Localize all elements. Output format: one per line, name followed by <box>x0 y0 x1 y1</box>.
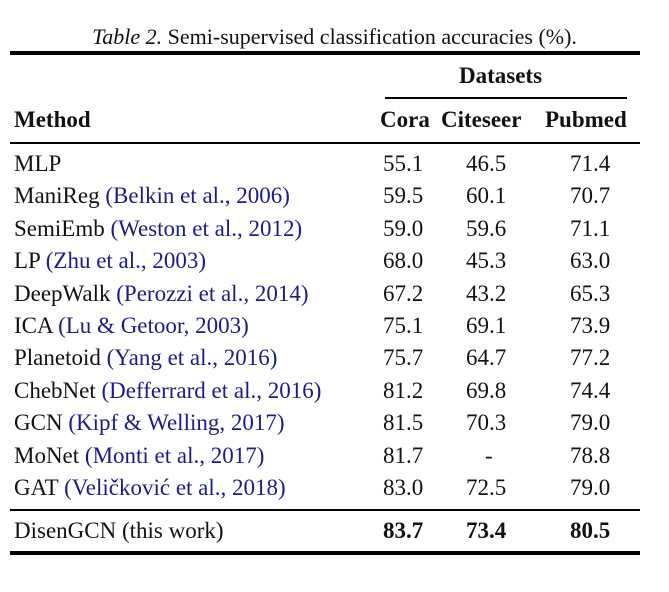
method-label: DeepWalk <box>14 280 117 306</box>
table-row: LP (Zhu et al., 2003) 68.0 45.3 63.0 <box>0 245 669 277</box>
pubmed-column-header: Pubmed <box>545 107 627 132</box>
cora-value: 67.2 <box>383 280 424 306</box>
method-name: ChebNet (Defferrard et al., 2016) <box>14 375 321 407</box>
method-label: ManiReg <box>14 183 106 209</box>
citeseer-value: 73.4 <box>466 518 507 543</box>
cora-value: 81.2 <box>383 377 424 403</box>
citeseer-value: 72.5 <box>466 475 507 500</box>
method-column-header: Method <box>14 107 91 132</box>
citeseer-value: 43.2 <box>466 280 507 306</box>
method-label: Planetoid <box>14 345 107 371</box>
table-row-ours: DisenGCN (this work) 83.7 73.4 80.5 <box>0 515 669 547</box>
method-label: GAT <box>14 475 65 500</box>
cora-value: 83.7 <box>383 518 424 543</box>
top-rule <box>10 51 640 55</box>
method-name: Planetoid (Yang et al., 2016) <box>14 342 277 374</box>
method-label: GCN <box>14 410 69 436</box>
pubmed-value: 78.8 <box>570 442 611 468</box>
method-name: MoNet (Monti et al., 2017) <box>14 440 264 472</box>
cora-value: 83.0 <box>383 475 424 500</box>
method-label: MLP <box>14 151 62 176</box>
table-row: MoNet (Monti et al., 2017) 81.7 - 78.8 <box>0 440 669 472</box>
pubmed-value: 71.4 <box>570 151 611 176</box>
citation-link[interactable]: (Kipf & Welling, 2017) <box>68 410 285 436</box>
method-name: MLP <box>14 148 61 180</box>
caption-text: Semi-supervised classification accuracie… <box>162 24 577 49</box>
cora-value: 81.7 <box>383 442 424 468</box>
method-name: GCN (Kipf & Welling, 2017) <box>14 407 285 439</box>
cora-value: 75.1 <box>383 313 424 338</box>
citeseer-value: 46.5 <box>466 151 507 176</box>
table-row: Planetoid (Yang et al., 2016) 75.7 64.7 77.… <box>0 342 669 374</box>
mid-rule <box>10 509 640 511</box>
datasets-underline <box>385 97 627 99</box>
pubmed-value: 74.4 <box>570 377 611 403</box>
method-name: GAT (Veličković et al., 2018) <box>14 472 286 504</box>
citation-link[interactable]: (Zhu et al., 2003) <box>45 248 207 274</box>
table-caption: Table 2. Semi-supervised classification … <box>0 22 669 52</box>
citation-link[interactable]: (Lu & Getoor, 2003) <box>58 313 249 338</box>
citeseer-value: 69.8 <box>466 377 507 403</box>
citation-link[interactable]: (Belkin et al., 2006) <box>105 183 290 209</box>
method-name: SemiEmb (Weston et al., 2012) <box>14 213 302 245</box>
pubmed-value: 71.1 <box>570 215 611 241</box>
datasets-group-header: Datasets <box>459 63 543 88</box>
table-row: ManiReg (Belkin et al., 2006) 59.5 60.1 70.… <box>0 180 669 212</box>
pubmed-value: 65.3 <box>570 280 611 306</box>
citation-link[interactable]: (Weston et al., 2012) <box>110 215 303 241</box>
table-row: ChebNet (Defferrard et al., 2016) 81.2 69.… <box>0 375 669 407</box>
citation-link[interactable]: (Defferrard et al., 2016) <box>101 377 322 403</box>
method-label: MoNet <box>14 442 85 468</box>
method-name: DisenGCN (this work) <box>14 518 224 543</box>
method-label: LP <box>14 248 46 274</box>
method-label: ICA <box>14 313 59 338</box>
citation-link[interactable]: (Perozzi et al., 2014) <box>116 280 309 306</box>
table-row: MLP 55.1 46.5 71.4 <box>0 148 669 180</box>
table-row: ICA (Lu & Getoor, 2003) 75.1 69.1 73.9 <box>0 310 669 342</box>
cora-column-header: Cora <box>380 107 430 132</box>
pubmed-value: 79.0 <box>570 410 611 436</box>
cora-value: 68.0 <box>383 248 424 274</box>
header-rule <box>10 142 640 144</box>
citation-link[interactable]: (Monti et al., 2017) <box>84 442 265 468</box>
cora-value: 75.7 <box>383 345 424 371</box>
method-name: ManiReg (Belkin et al., 2006) <box>14 180 290 212</box>
table-row: SemiEmb (Weston et al., 2012) 59.0 59.6 71.… <box>0 213 669 245</box>
cora-value: 55.1 <box>383 151 424 176</box>
citeseer-value: 70.3 <box>466 410 507 436</box>
citeseer-value: 69.1 <box>466 313 507 338</box>
citeseer-value: 59.6 <box>466 215 507 241</box>
citeseer-value: 64.7 <box>466 345 507 371</box>
pubmed-value: 70.7 <box>570 183 611 209</box>
citeseer-value: - <box>485 442 493 468</box>
pubmed-value: 77.2 <box>570 345 611 371</box>
pubmed-value: 63.0 <box>570 248 611 274</box>
pubmed-value: 79.0 <box>570 475 611 500</box>
method-name: ICA (Lu & Getoor, 2003) <box>14 310 249 342</box>
method-name: LP (Zhu et al., 2003) <box>14 245 206 277</box>
table-row: GCN (Kipf & Welling, 2017) 81.5 70.3 79.0 <box>0 407 669 439</box>
citeseer-column-header: Citeseer <box>441 107 522 132</box>
citation-link[interactable]: (Yang et al., 2016) <box>106 345 278 371</box>
bottom-rule <box>10 551 640 555</box>
cora-value: 59.5 <box>383 183 424 209</box>
method-name: DeepWalk (Perozzi et al., 2014) <box>14 278 308 310</box>
citeseer-value: 45.3 <box>466 248 507 274</box>
cora-value: 81.5 <box>383 410 424 436</box>
citation-link[interactable]: (Veličković et al., 2018) <box>64 475 286 500</box>
pubmed-value: 73.9 <box>570 313 611 338</box>
caption-label: Table 2. <box>92 24 163 49</box>
cora-value: 59.0 <box>383 215 424 241</box>
table-row: DeepWalk (Perozzi et al., 2014) 67.2 43.2 6… <box>0 278 669 310</box>
method-label: SemiEmb <box>14 215 111 241</box>
citeseer-value: 60.1 <box>466 183 507 209</box>
pubmed-value: 80.5 <box>570 518 611 543</box>
method-label: ChebNet <box>14 377 102 403</box>
table-row: GAT (Veličković et al., 2018) 83.0 72.5 79.… <box>0 472 669 504</box>
